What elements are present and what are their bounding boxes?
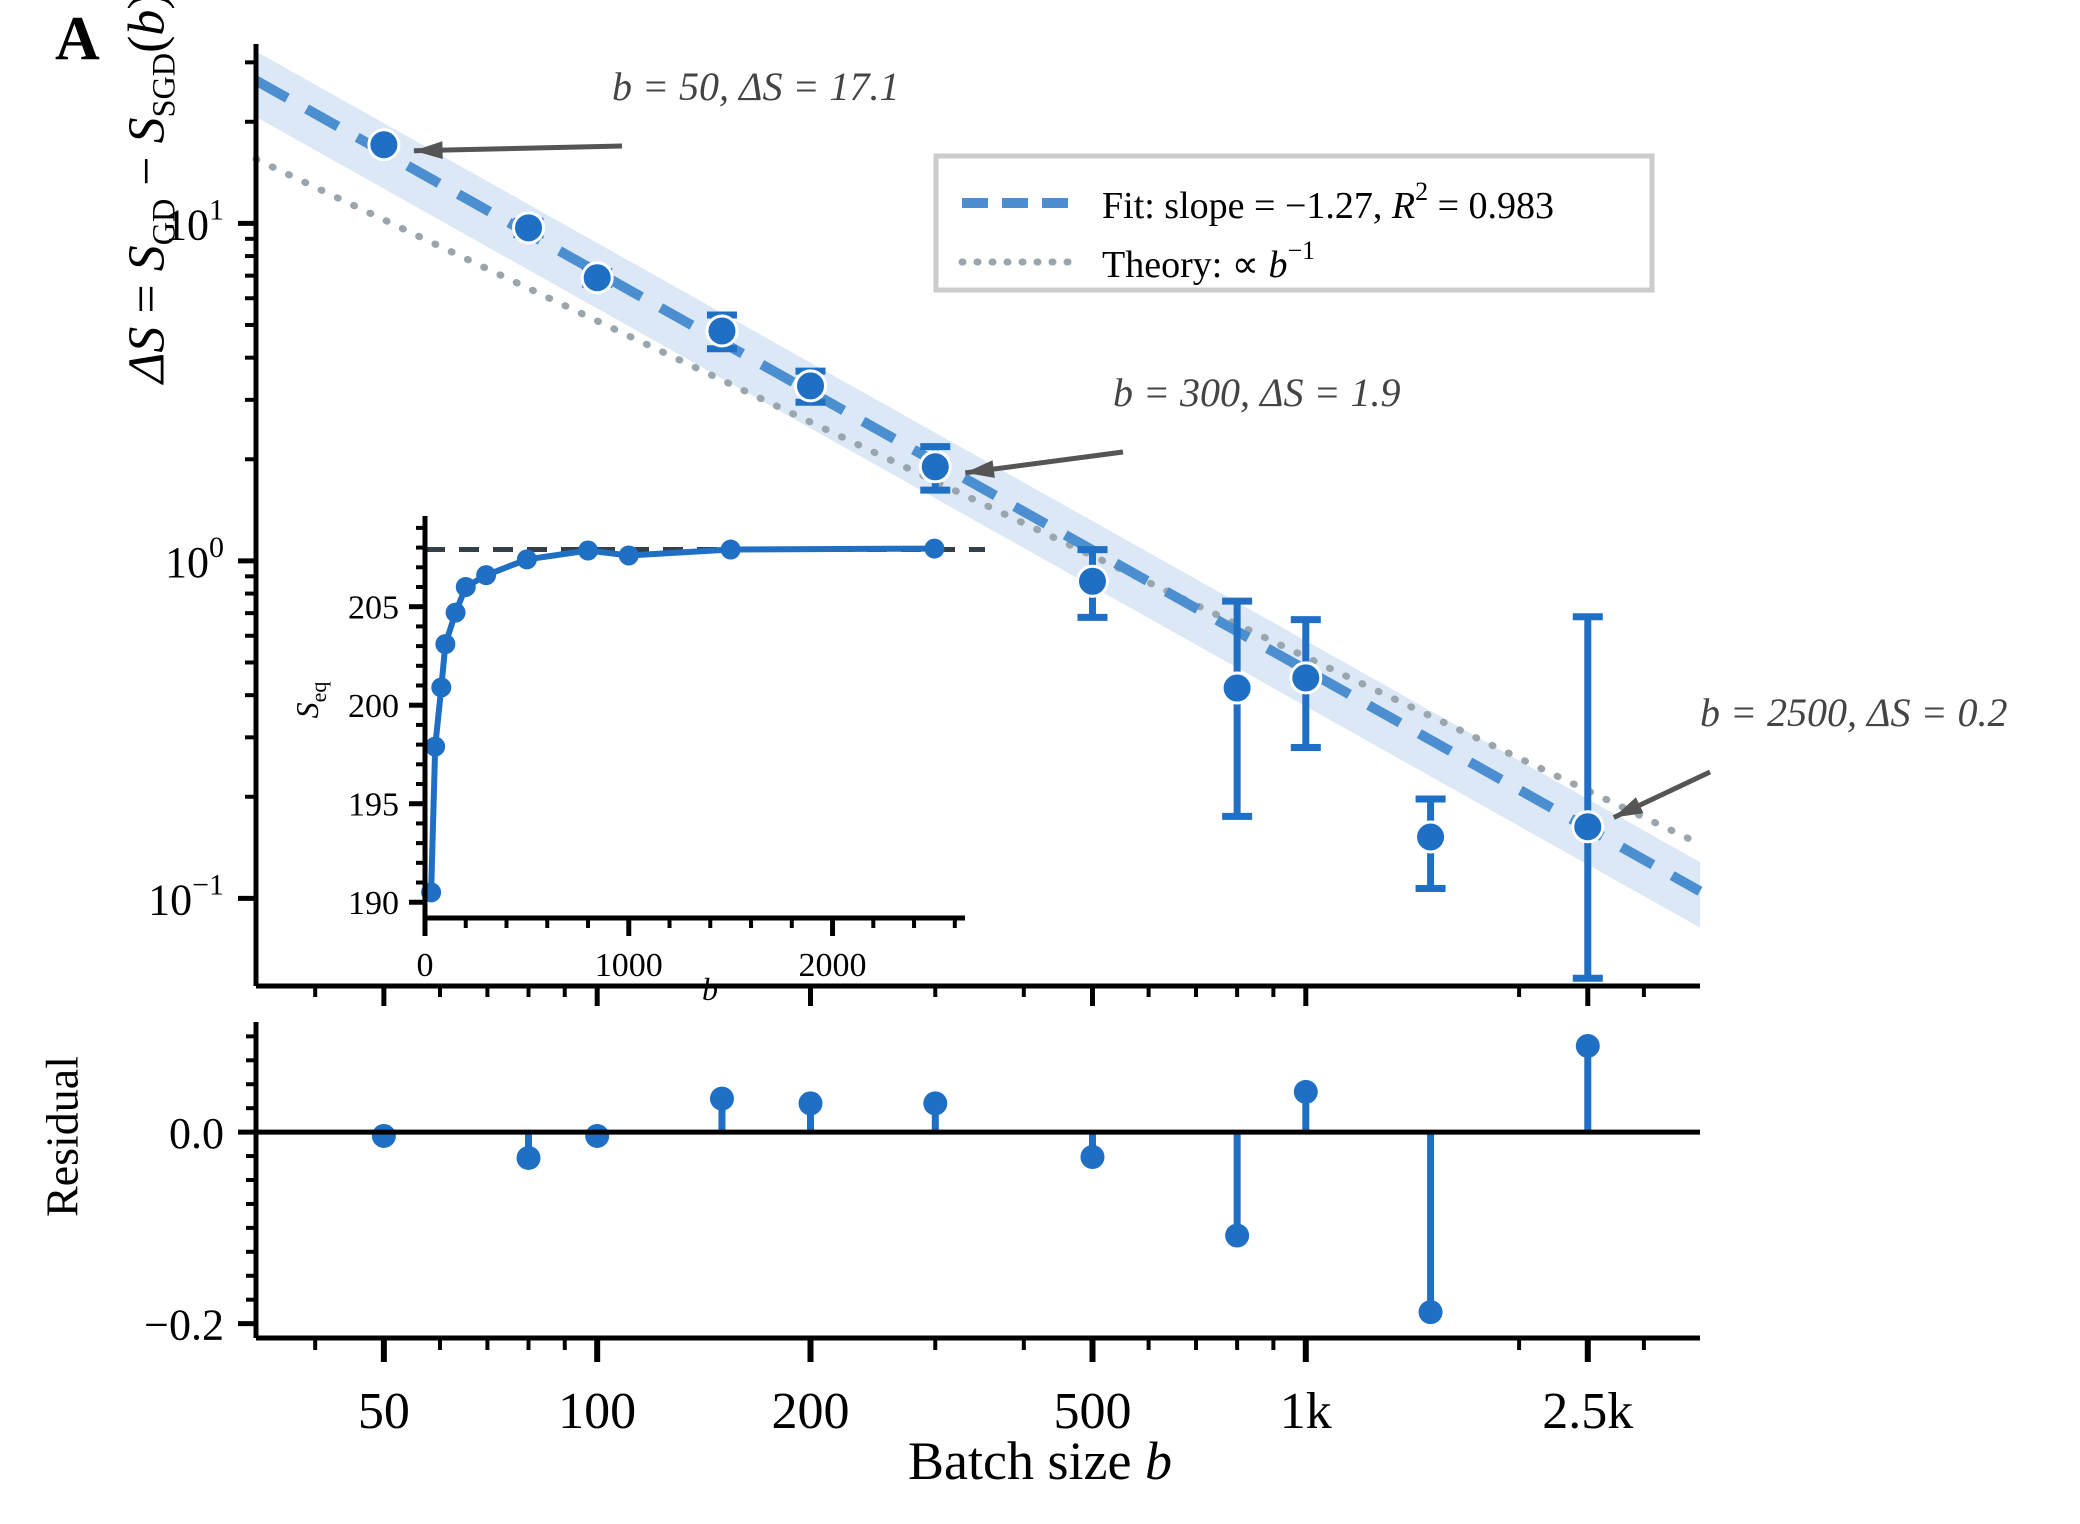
legend-label-fit: Fit: slope = −1.27, R2 = 0.983 (1102, 177, 1554, 227)
annotation-label-b2500: b = 2500, ΔS = 0.2 (1700, 690, 2007, 735)
main-x-tick-label: 100 (558, 1383, 636, 1440)
residual-stems (380, 1045, 1592, 1313)
inset-point (476, 565, 497, 586)
residual-y-tick-label: 0.0 (169, 1109, 224, 1158)
residual-point (1080, 1145, 1105, 1170)
inset-point (578, 540, 599, 561)
main-y-tick-label: 101 (165, 193, 224, 249)
residual-point (371, 1123, 396, 1148)
inset-point (720, 539, 741, 560)
inset-data-points (421, 538, 945, 903)
inset-y-tick-label: 195 (348, 787, 399, 824)
inset-point (618, 545, 639, 566)
inset-x-tick-label: 0 (417, 947, 434, 984)
inset-x-axis-label: b (702, 971, 718, 1007)
main-x-tick-label: 1k (1280, 1383, 1332, 1440)
residual-point (585, 1123, 610, 1148)
inset-panel: 190 195 200 205 0 1000 2000 b Seq (289, 516, 985, 1007)
main-data-points (367, 128, 1605, 854)
inset-point (431, 677, 452, 698)
main-point (512, 211, 546, 245)
inset-y-tick-label: 205 (348, 590, 399, 627)
inset-point (924, 538, 945, 559)
main-point (705, 314, 739, 348)
main-point (918, 450, 952, 484)
inset-point (435, 634, 456, 655)
main-point (367, 128, 401, 162)
main-x-axis-label: Batch size b (908, 1431, 1172, 1491)
main-point (1075, 564, 1109, 598)
fit-line (253, 76, 1703, 896)
annotation-b50: b = 50, ΔS = 17.1 (413, 64, 899, 159)
residual-x-ticks: 50 100 200 500 1k 2.5k (313, 1338, 1646, 1440)
inset-y-tick-label: 200 (348, 688, 399, 725)
residual-y-ticks: 0.0 −0.2 (144, 1034, 256, 1350)
main-y-tick-label: 10−1 (148, 868, 224, 924)
residual-point (923, 1091, 948, 1116)
main-point (1571, 810, 1605, 844)
residual-point (1575, 1033, 1600, 1058)
annotation-arrowhead-b50 (413, 141, 443, 159)
panel-label: A (55, 5, 100, 73)
residual-data-points (371, 1033, 1600, 1325)
inset-point (425, 736, 446, 757)
main-x-tick-label: 200 (771, 1383, 849, 1440)
residual-point (1418, 1300, 1443, 1325)
main-x-ticks (313, 986, 1646, 1006)
main-panel: 101 100 10−1 (148, 44, 1704, 1006)
main-x-tick-label: 500 (1053, 1383, 1131, 1440)
annotation-arrow-b50 (413, 143, 623, 154)
residual-point (1225, 1223, 1250, 1248)
main-y-tick-label: 100 (165, 531, 224, 587)
main-point (793, 369, 827, 403)
legend-label-theory: Theory: ∝ b−1 (1102, 236, 1315, 286)
inset-y-axis-label: Seq (289, 682, 331, 719)
main-x-tick-label: 50 (358, 1383, 410, 1440)
main-point (1289, 661, 1323, 695)
theory-line (252, 155, 1704, 848)
residual-panel: 0.0 −0.2 50 100 200 500 1k 2.5k (144, 1022, 1700, 1440)
annotation-group: b = 50, ΔS = 17.1 b = 300, ΔS = 1.9 b = … (413, 64, 2007, 820)
annotation-b2500: b = 2500, ΔS = 0.2 (1612, 690, 2007, 820)
main-x-tick-label: 2.5k (1542, 1383, 1633, 1440)
inset-y-tick-label: 190 (348, 885, 399, 922)
inset-point (455, 576, 476, 597)
inset-y-ticks: 190 195 200 205 (348, 525, 425, 922)
inset-x-ticks: 0 1000 2000 (417, 918, 957, 984)
inset-series-line (428, 545, 935, 893)
inset-point (445, 602, 466, 623)
main-point (580, 261, 614, 295)
residual-point (516, 1145, 541, 1170)
residual-point (709, 1086, 734, 1111)
annotation-arrowhead-b2500 (1613, 797, 1644, 818)
annotation-label-b300: b = 300, ΔS = 1.9 (1113, 370, 1400, 415)
legend-frame (933, 153, 1655, 293)
main-point (1414, 820, 1448, 854)
inset-x-tick-label: 2000 (799, 947, 867, 984)
residual-y-tick-label: −0.2 (144, 1301, 224, 1350)
inset-point (516, 549, 537, 570)
main-y-ticks: 101 100 10−1 (148, 60, 256, 924)
annotation-arrowhead-b300 (965, 460, 995, 478)
residual-point (1293, 1079, 1318, 1104)
legend-box[interactable]: Fit: slope = −1.27, R2 = 0.983 Theory: ∝… (933, 153, 1655, 293)
residual-point (798, 1091, 823, 1116)
annotation-label-b50: b = 50, ΔS = 17.1 (612, 64, 899, 109)
inset-x-tick-label: 1000 (595, 947, 663, 984)
main-point (1220, 671, 1254, 705)
annotation-b300: b = 300, ΔS = 1.9 (964, 370, 1400, 478)
